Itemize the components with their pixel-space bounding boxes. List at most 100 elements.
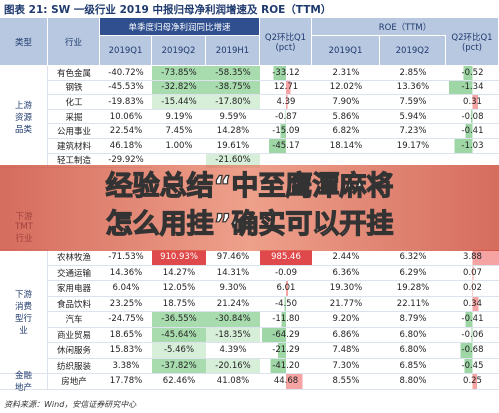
value-cell: 1.00% bbox=[152, 139, 206, 154]
value-cell: 0.07 bbox=[446, 265, 499, 281]
header-cell: Q2环比Q1 (pct) bbox=[446, 18, 499, 66]
group-label: 上游 资源 品类 bbox=[0, 66, 48, 169]
value-cell: 8.80% bbox=[380, 374, 446, 390]
value-cell: 985.46 bbox=[260, 250, 312, 266]
value-cell: 2.44% bbox=[312, 250, 380, 266]
value-cell: 3.38% bbox=[100, 359, 152, 374]
value-cell: 4.39% bbox=[206, 343, 260, 359]
value-cell: 7.30% bbox=[312, 359, 380, 374]
industry-name: 纺织服装 bbox=[48, 359, 100, 374]
value-cell: 910.93% bbox=[152, 250, 206, 266]
value-cell: -0.45 bbox=[446, 358, 499, 374]
value-cell: 6.29% bbox=[380, 266, 446, 281]
industry-name: 交通运输 bbox=[48, 266, 100, 281]
value-cell: 6.36% bbox=[312, 266, 380, 281]
value-cell: 0.02 bbox=[446, 281, 499, 297]
industry-name: 家用电器 bbox=[48, 281, 100, 297]
value-cell: -0.41 bbox=[446, 312, 499, 328]
value-cell: -0.08 bbox=[446, 109, 499, 125]
industry-name: 化工 bbox=[48, 95, 100, 110]
value-cell: 23.25% bbox=[100, 297, 152, 312]
value-cell: 6.80% bbox=[380, 328, 446, 343]
industry-name: 汽车 bbox=[48, 312, 100, 328]
industry-name: 休闲服务 bbox=[48, 343, 100, 359]
value-cell: 21.77% bbox=[312, 297, 380, 312]
value-cell: 21.24% bbox=[206, 296, 260, 312]
value-cell: 9.30% bbox=[206, 281, 260, 297]
header-cell: 2019Q1 bbox=[100, 36, 152, 66]
value-cell: -40.72% bbox=[100, 66, 152, 81]
value-cell: 19.30% bbox=[312, 281, 380, 297]
value-cell: 41.08% bbox=[206, 374, 260, 390]
header-cell: 2019H1 bbox=[206, 36, 260, 66]
value-cell: -5.46% bbox=[152, 343, 206, 359]
value-cell: -15.44% bbox=[152, 95, 206, 110]
value-cell: 2.85% bbox=[380, 66, 446, 81]
value-cell: 6.85% bbox=[380, 359, 446, 374]
value-cell: -4.50 bbox=[260, 296, 312, 312]
value-cell: -41.20 bbox=[260, 358, 312, 374]
value-cell: 18.14% bbox=[312, 139, 380, 154]
value-cell: 62.46% bbox=[152, 374, 206, 390]
industry-name: 公用事业 bbox=[48, 124, 100, 139]
value-cell: 46.18% bbox=[100, 139, 152, 154]
industry-name: 房地产 bbox=[48, 374, 100, 390]
value-cell: 8.55% bbox=[312, 374, 380, 390]
value-cell: 6.86% bbox=[312, 328, 380, 343]
value-cell: -36.55% bbox=[152, 312, 206, 328]
industry-name: 建筑材料 bbox=[48, 139, 100, 154]
value-cell: 8.79% bbox=[380, 312, 446, 328]
value-cell: -0.06 bbox=[446, 327, 499, 343]
value-cell: 0.31 bbox=[446, 95, 499, 110]
value-cell: 12.02% bbox=[312, 81, 380, 96]
value-cell: -45.64% bbox=[152, 327, 206, 343]
value-cell: -45.17 bbox=[260, 139, 312, 154]
value-cell: 15.83% bbox=[100, 343, 152, 359]
value-cell: 18.65% bbox=[100, 328, 152, 343]
value-cell: -0.52 bbox=[446, 66, 499, 81]
value-cell: -20.16% bbox=[206, 358, 260, 374]
value-cell: -0.41 bbox=[446, 124, 499, 139]
value-cell: -0.68 bbox=[446, 343, 499, 359]
value-cell: 7.48% bbox=[312, 343, 380, 359]
value-cell: 18.75% bbox=[152, 296, 206, 312]
value-cell: 7.90% bbox=[312, 95, 380, 110]
industry-name: 食品饮料 bbox=[48, 297, 100, 312]
header-cell: 2019Q1 bbox=[312, 36, 380, 66]
value-cell: -18.35% bbox=[206, 327, 260, 343]
value-cell: -24.75% bbox=[100, 312, 152, 328]
value-cell: 14.28% bbox=[206, 124, 260, 139]
group-label: 下游 消费 型行 业 bbox=[0, 250, 48, 374]
group-label: 金融 地产 bbox=[0, 371, 48, 393]
value-cell: -0.09 bbox=[260, 265, 312, 281]
value-cell: 17.78% bbox=[100, 374, 152, 390]
value-cell: 6.80% bbox=[380, 343, 446, 359]
value-cell: 9.19% bbox=[152, 109, 206, 125]
value-cell: -17.80% bbox=[206, 95, 260, 110]
value-cell: -1.03 bbox=[446, 139, 499, 154]
value-cell: 97.46% bbox=[206, 250, 260, 266]
header-cell: 2019Q2 bbox=[380, 36, 446, 66]
value-cell: 7.59% bbox=[380, 95, 446, 110]
value-cell: -32.82% bbox=[152, 80, 206, 96]
value-cell: 14.36% bbox=[100, 266, 152, 281]
source: 资料来源：Wind，安信证券研究中心 bbox=[4, 400, 137, 409]
value-cell: -11.80 bbox=[260, 312, 312, 328]
value-cell: 5.94% bbox=[380, 110, 446, 125]
industry-name: 有色金属 bbox=[48, 66, 100, 81]
industry-name: 农林牧渔 bbox=[48, 250, 100, 266]
value-cell: -33.12 bbox=[260, 66, 312, 81]
value-cell: -58.35% bbox=[206, 66, 260, 81]
header-cell: 行业 bbox=[48, 18, 100, 66]
value-cell: -15.09 bbox=[260, 124, 312, 139]
value-cell: 9.20% bbox=[312, 312, 380, 328]
value-cell: 6.01 bbox=[260, 281, 312, 297]
value-cell: -37.82% bbox=[152, 358, 206, 374]
value-cell: 19.17% bbox=[380, 139, 446, 154]
value-cell: -0.87 bbox=[260, 109, 312, 125]
header-group: 单季度归母净利润同比增速 bbox=[100, 18, 260, 36]
value-cell: 7.45% bbox=[152, 124, 206, 139]
value-cell: 9.59% bbox=[206, 109, 260, 125]
value-cell: 6.82% bbox=[312, 124, 380, 139]
